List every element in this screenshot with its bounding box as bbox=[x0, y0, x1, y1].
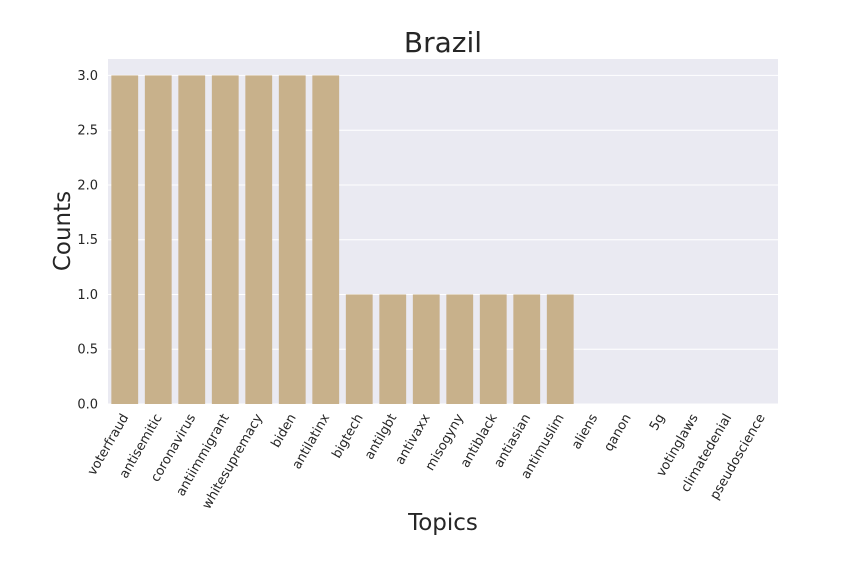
bar-antilgbt bbox=[379, 294, 407, 404]
y-tick-label: 2.5 bbox=[77, 124, 98, 139]
y-tick-label: 1.5 bbox=[77, 233, 98, 248]
y-tick-label: 0.5 bbox=[77, 343, 98, 358]
plot-background bbox=[108, 59, 778, 404]
bar-antiblack bbox=[479, 294, 507, 404]
x-tick-label: whitesupremacy bbox=[200, 411, 267, 512]
x-tick-label: qanon bbox=[601, 412, 634, 455]
y-tick-label: 0.0 bbox=[77, 398, 98, 413]
bar-voterfraud bbox=[111, 75, 139, 404]
bar-antivaxx bbox=[412, 294, 440, 404]
x-tick-label: biden bbox=[269, 412, 300, 451]
bar-coronavirus bbox=[178, 75, 206, 404]
x-axis-label: Topics bbox=[407, 510, 478, 536]
bar-whitesupremacy bbox=[245, 75, 273, 404]
bar-antilatinx bbox=[312, 75, 340, 404]
x-tick-label: aliens bbox=[569, 411, 601, 452]
x-tick-label: antilgbt bbox=[362, 412, 400, 463]
y-tick-label: 3.0 bbox=[77, 69, 98, 84]
y-axis-label: Counts bbox=[50, 191, 76, 271]
chart-title: Brazil bbox=[404, 26, 482, 59]
bar-antiasian bbox=[513, 294, 541, 404]
bar-antiimmigrant bbox=[211, 75, 239, 404]
bar-misogyny bbox=[446, 294, 474, 404]
bars bbox=[111, 75, 574, 404]
y-tick-label: 2.0 bbox=[77, 178, 98, 193]
bar-bigtech bbox=[345, 294, 373, 404]
x-tick-labels: voterfraudantisemiticcoronavirusantiimmi… bbox=[85, 411, 769, 512]
x-tick-label: 5g bbox=[647, 412, 668, 434]
bar-antimuslim bbox=[546, 294, 574, 404]
bar-antisemitic bbox=[144, 75, 172, 404]
x-tick-label: bigtech bbox=[329, 412, 366, 462]
bar-biden bbox=[278, 75, 306, 404]
y-tick-label: 1.0 bbox=[77, 288, 98, 303]
y-tick-labels: 0.0 0.5 1.0 1.5 2.0 2.5 3.0 bbox=[77, 69, 98, 413]
